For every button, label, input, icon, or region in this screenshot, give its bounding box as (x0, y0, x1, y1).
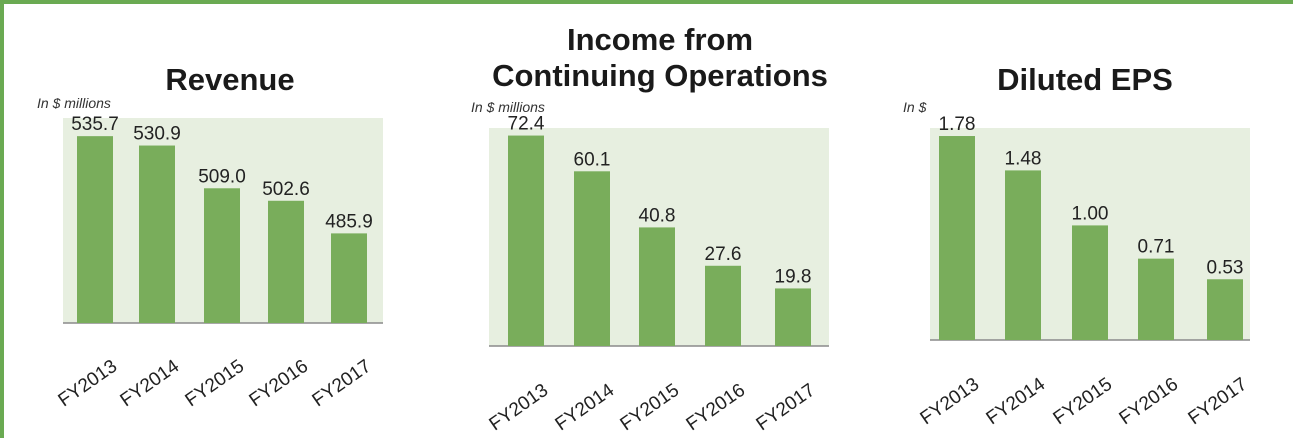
income-bar-fy2015 (639, 227, 675, 346)
frame-left-border (0, 0, 4, 438)
eps-tick-label-fy2017: FY2017 (1185, 374, 1252, 429)
income-title-line-1: Income from (566, 22, 754, 57)
eps-value-label-fy2014: 1.48 (1005, 148, 1042, 169)
income-value-label-fy2014: 60.1 (574, 149, 611, 170)
income-bar-fy2017 (775, 288, 811, 346)
income-unit-label: In $ millions (471, 99, 545, 115)
revenue-value-label-fy2015: 509.0 (198, 166, 246, 187)
revenue-value-label-fy2013: 535.7 (71, 114, 119, 135)
revenue-chart-title: Revenue (60, 62, 400, 98)
income-tick-label-fy2014: FY2014 (552, 380, 619, 436)
income-bar-fy2013 (508, 135, 544, 346)
eps-title-line: Diluted EPS (997, 62, 1173, 97)
revenue-bar-fy2014 (139, 145, 175, 323)
eps-bar-fy2015 (1072, 225, 1108, 340)
revenue-value-label-fy2014: 530.9 (133, 124, 181, 145)
eps-tick-label-fy2013: FY2013 (917, 374, 984, 429)
revenue-bar-fy2015 (204, 188, 240, 323)
revenue-unit-label: In $ millions (37, 95, 111, 111)
revenue-tick-label-fy2015: FY2015 (182, 356, 249, 411)
revenue-title-line: Revenue (165, 62, 295, 97)
eps-value-label-fy2016: 0.71 (1138, 237, 1175, 258)
frame-top-border (0, 0, 1293, 4)
eps-value-label-fy2013: 1.78 (939, 114, 976, 135)
eps-bar-fy2017 (1207, 279, 1243, 340)
revenue-tick-label-fy2013: FY2013 (55, 356, 122, 411)
revenue-tick-label-fy2016: FY2016 (246, 356, 313, 411)
eps-value-label-fy2015: 1.00 (1072, 203, 1109, 224)
revenue-tick-label-fy2014: FY2014 (117, 356, 184, 412)
eps-chart-title: Diluted EPS (930, 62, 1240, 98)
revenue-value-label-fy2016: 502.6 (262, 179, 310, 200)
income-value-label-fy2015: 40.8 (639, 205, 676, 226)
eps-value-label-fy2017: 0.53 (1207, 257, 1244, 278)
revenue-bar-fy2016 (268, 200, 304, 323)
revenue-bar-fy2013 (77, 136, 113, 323)
eps-tick-label-fy2016: FY2016 (1116, 374, 1183, 429)
eps-bar-fy2013 (939, 136, 975, 340)
revenue-tick-label-fy2017: FY2017 (309, 356, 376, 411)
eps-tick-label-fy2014: FY2014 (983, 374, 1050, 430)
income-tick-label-fy2013: FY2013 (486, 380, 553, 435)
income-bar-fy2016 (705, 265, 741, 346)
eps-unit-label: In $ (903, 99, 927, 115)
eps-bar-fy2016 (1138, 258, 1174, 340)
income-value-label-fy2013: 72.4 (508, 114, 545, 135)
eps-tick-label-fy2015: FY2015 (1050, 374, 1117, 429)
income-chart-title: Income from Continuing Operations (450, 22, 870, 94)
revenue-bar-fy2017 (331, 233, 367, 323)
income-value-label-fy2017: 19.8 (775, 266, 812, 287)
income-tick-label-fy2017: FY2017 (753, 380, 820, 435)
revenue-value-label-fy2017: 485.9 (325, 211, 373, 232)
income-bar-fy2014 (574, 171, 610, 346)
income-tick-label-fy2015: FY2015 (617, 380, 684, 435)
income-tick-label-fy2016: FY2016 (683, 380, 750, 435)
eps-bar-fy2014 (1005, 170, 1041, 340)
income-value-label-fy2016: 27.6 (705, 244, 742, 265)
income-title-line-2: Continuing Operations (492, 58, 828, 93)
